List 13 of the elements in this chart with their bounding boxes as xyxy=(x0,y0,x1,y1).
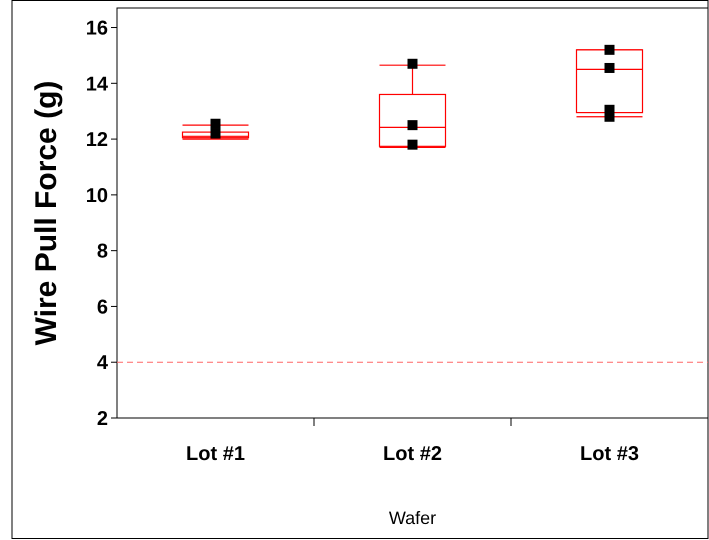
y-tick-label: 6 xyxy=(96,296,108,318)
y-tick-label: 14 xyxy=(86,73,109,96)
y-tick-label: 12 xyxy=(86,129,108,152)
x-tick-label: Lot #2 xyxy=(383,443,442,465)
y-tick-label: 16 xyxy=(86,18,108,40)
x-tick-label: Lot #3 xyxy=(580,443,639,465)
y-tick-label: 8 xyxy=(96,240,108,263)
y-axis-title: Wire Pull Force (g) xyxy=(30,80,63,346)
y-tick-label: 10 xyxy=(86,184,108,207)
y-tick-label: 2 xyxy=(96,408,108,430)
x-axis-title: Wafer xyxy=(388,508,436,528)
x-tick-label: Lot #1 xyxy=(186,443,245,465)
y-tick-label: 4 xyxy=(96,352,109,374)
